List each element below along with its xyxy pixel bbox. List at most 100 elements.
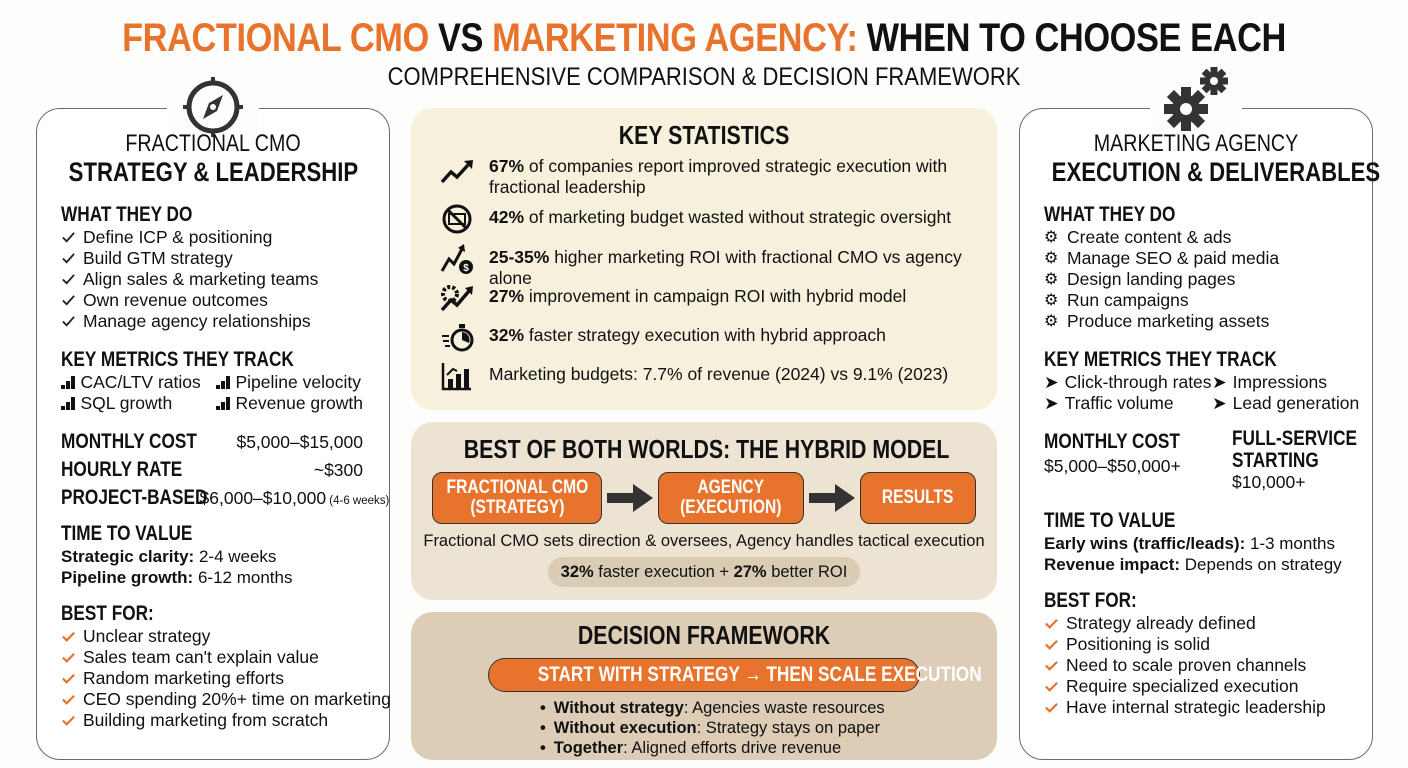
monthly-cost-value: $5,000–$50,000+ bbox=[1044, 456, 1181, 476]
check-icon bbox=[62, 274, 75, 285]
arrow-bullet-icon: ➤ bbox=[1212, 393, 1227, 413]
stat-item: 32% faster strategy execution with hybri… bbox=[411, 321, 997, 360]
hybrid-model-box: BEST OF BOTH WORLDS: THE HYBRID MODEL FR… bbox=[411, 422, 997, 600]
list-item: Strategy already defined bbox=[1044, 613, 1372, 634]
stat-item: 42% of marketing budget wasted without s… bbox=[411, 203, 997, 243]
signal-bars-icon bbox=[61, 376, 75, 389]
orange-check-icon bbox=[62, 673, 75, 684]
metric-item: Revenue growth bbox=[216, 393, 386, 414]
list-item: Building marketing from scratch bbox=[61, 710, 389, 731]
agency-costs: MONTHLY COST $5,000–$50,000+ FULL-SERVIC… bbox=[1044, 428, 1372, 493]
panel-subtitle: MARKETING AGENCY bbox=[1093, 130, 1299, 157]
stat-item: 27% improvement in campaign ROI with hyb… bbox=[411, 282, 997, 321]
gears-icon bbox=[1150, 57, 1242, 145]
list-item: Have internal strategic leadership bbox=[1044, 697, 1372, 718]
signal-bars-icon bbox=[216, 397, 230, 410]
decision-framework-box: DECISION FRAMEWORK START WITH STRATEGY →… bbox=[411, 612, 997, 760]
flow-step-fractional-cmo: FRACTIONAL CMO (STRATEGY) bbox=[432, 472, 602, 524]
stat-item: $ 25-35% higher marketing ROI with fract… bbox=[411, 243, 997, 288]
orange-check-icon bbox=[1045, 702, 1058, 713]
cost-row-project: PROJECT-BASED $6,000–$10,000 (4-6 weeks) bbox=[61, 486, 390, 509]
gear-bullet-icon: ⚙ bbox=[1044, 250, 1059, 267]
list-item: Manage agency relationships bbox=[61, 311, 389, 332]
key-statistics-title: KEY STATISTICS bbox=[618, 120, 790, 150]
panel-title: STRATEGY & LEADERSHIP bbox=[68, 157, 359, 187]
check-icon bbox=[62, 295, 75, 306]
arrow-right-icon bbox=[602, 483, 658, 513]
bar-chart-icon bbox=[439, 360, 475, 392]
orange-check-icon bbox=[62, 631, 75, 642]
key-metrics-grid: ➤ Click-through rates ➤ Impressions ➤ Traff… bbox=[1044, 372, 1372, 414]
svg-text:$: $ bbox=[463, 263, 469, 274]
compass-icon bbox=[167, 69, 259, 145]
list-item: Without execution: Strategy stays on pap… bbox=[540, 718, 880, 738]
decision-framework-title: DECISION FRAMEWORK bbox=[577, 620, 831, 650]
arrow-bullet-icon: ➤ bbox=[1212, 372, 1227, 392]
panel-title: EXECUTION & DELIVERABLES bbox=[1051, 157, 1381, 187]
trend-up-icon bbox=[439, 156, 475, 188]
what-they-do-list: ⚙ Create content & ads ⚙ Manage SEO & paid… bbox=[1044, 227, 1372, 332]
flow-step-agency: AGENCY (EXECUTION) bbox=[658, 472, 804, 524]
orange-check-icon bbox=[62, 694, 75, 705]
gear-bullet-icon: ⚙ bbox=[1044, 313, 1059, 330]
metric-item: SQL growth bbox=[61, 393, 216, 414]
hybrid-model-title: BEST OF BOTH WORLDS: THE HYBRID MODEL bbox=[463, 434, 950, 464]
stopwatch-icon bbox=[439, 321, 475, 353]
best-for-heading: BEST FOR: bbox=[61, 602, 154, 625]
page-subtitle: COMPREHENSIVE COMPARISON & DECISION FRAM… bbox=[387, 63, 1021, 91]
gear-trend-icon bbox=[439, 282, 475, 314]
what-they-do-list: Define ICP & positioning Build GTM strat… bbox=[61, 227, 389, 332]
no-money-icon bbox=[439, 203, 475, 235]
list-item: ⚙ Run campaigns bbox=[1044, 290, 1189, 310]
list-item: Without strategy: Agencies waste resourc… bbox=[540, 698, 885, 718]
key-metrics-heading: KEY METRICS THEY TRACK bbox=[1044, 348, 1277, 371]
list-item: Own revenue outcomes bbox=[61, 290, 389, 311]
ttv-item: Revenue impact: Depends on strategy bbox=[1044, 555, 1342, 574]
roi-growth-icon: $ bbox=[439, 243, 475, 275]
arrow-bullet-icon: ➤ bbox=[1044, 372, 1059, 392]
list-item: Define ICP & positioning bbox=[61, 227, 389, 248]
list-item: Sales team can't explain value bbox=[61, 647, 389, 668]
check-icon bbox=[62, 253, 75, 264]
list-item: Require specialized execution bbox=[1044, 676, 1372, 697]
metric-item: Pipeline velocity bbox=[216, 372, 386, 393]
signal-bars-icon bbox=[61, 397, 75, 410]
ttv-item: Pipeline growth: 6-12 months bbox=[61, 568, 293, 587]
list-item: ⚙ Manage SEO & paid media bbox=[1044, 248, 1280, 268]
marketing-agency-panel: MARKETING AGENCY EXECUTION & DELIVERABLE… bbox=[1019, 57, 1381, 760]
metric-item: ➤ Click-through rates bbox=[1044, 372, 1212, 392]
list-item: Together: Aligned efforts drive revenue bbox=[540, 738, 874, 758]
orange-check-icon bbox=[1045, 681, 1058, 692]
orange-check-icon bbox=[1045, 618, 1058, 629]
stat-item: 67% of companies report improved strateg… bbox=[411, 156, 997, 203]
cost-row-monthly: MONTHLY COST $5,000–$15,000 bbox=[61, 430, 363, 453]
monthly-cost-label: MONTHLY COST bbox=[1044, 430, 1180, 453]
cost-row-hourly: HOURLY RATE ~$300 bbox=[61, 458, 363, 481]
hybrid-description: Fractional CMO sets direction & oversees… bbox=[423, 532, 985, 550]
gear-bullet-icon: ⚙ bbox=[1044, 229, 1059, 246]
what-they-do-heading: WHAT THEY DO bbox=[1044, 203, 1176, 226]
gear-bullet-icon: ⚙ bbox=[1044, 292, 1059, 309]
fractional-cmo-panel: FRACTIONAL CMO STRATEGY & LEADERSHIP WHA… bbox=[36, 69, 391, 760]
decision-bullets: Without strategy: Agencies waste resourc… bbox=[534, 698, 885, 758]
decision-strip: START WITH STRATEGY → THEN SCALE EXECUTI… bbox=[488, 658, 982, 692]
full-service-value: $10,000+ bbox=[1232, 472, 1306, 492]
list-item: Random marketing efforts bbox=[61, 668, 389, 689]
orange-check-icon bbox=[1045, 639, 1058, 650]
list-item: ⚙ Design landing pages bbox=[1044, 269, 1236, 289]
metric-item: ➤ Lead generation bbox=[1212, 393, 1360, 413]
stat-item: Marketing budgets: 7.7% of revenue (2024… bbox=[411, 360, 997, 399]
hybrid-result-pill: 32% faster execution + 27% better ROI bbox=[548, 557, 860, 587]
panel-subtitle: FRACTIONAL CMO bbox=[125, 130, 301, 157]
list-item: ⚙ Produce marketing assets bbox=[1044, 311, 1270, 331]
ttv-item: Strategic clarity: 2-4 weeks bbox=[61, 547, 277, 566]
best-for-list: Strategy already defined Positioning is … bbox=[1044, 613, 1372, 718]
orange-check-icon bbox=[62, 652, 75, 663]
time-to-value-heading: TIME TO VALUE bbox=[61, 522, 193, 545]
metric-item: CAC/LTV ratios bbox=[61, 372, 216, 393]
best-for-list: Unclear strategy Sales team can't explai… bbox=[61, 626, 391, 731]
metric-item: ➤ Traffic volume bbox=[1044, 393, 1174, 413]
list-item: ⚙ Create content & ads bbox=[1044, 227, 1232, 247]
arrow-right-icon bbox=[804, 483, 860, 513]
gear-bullet-icon: ⚙ bbox=[1044, 271, 1059, 288]
